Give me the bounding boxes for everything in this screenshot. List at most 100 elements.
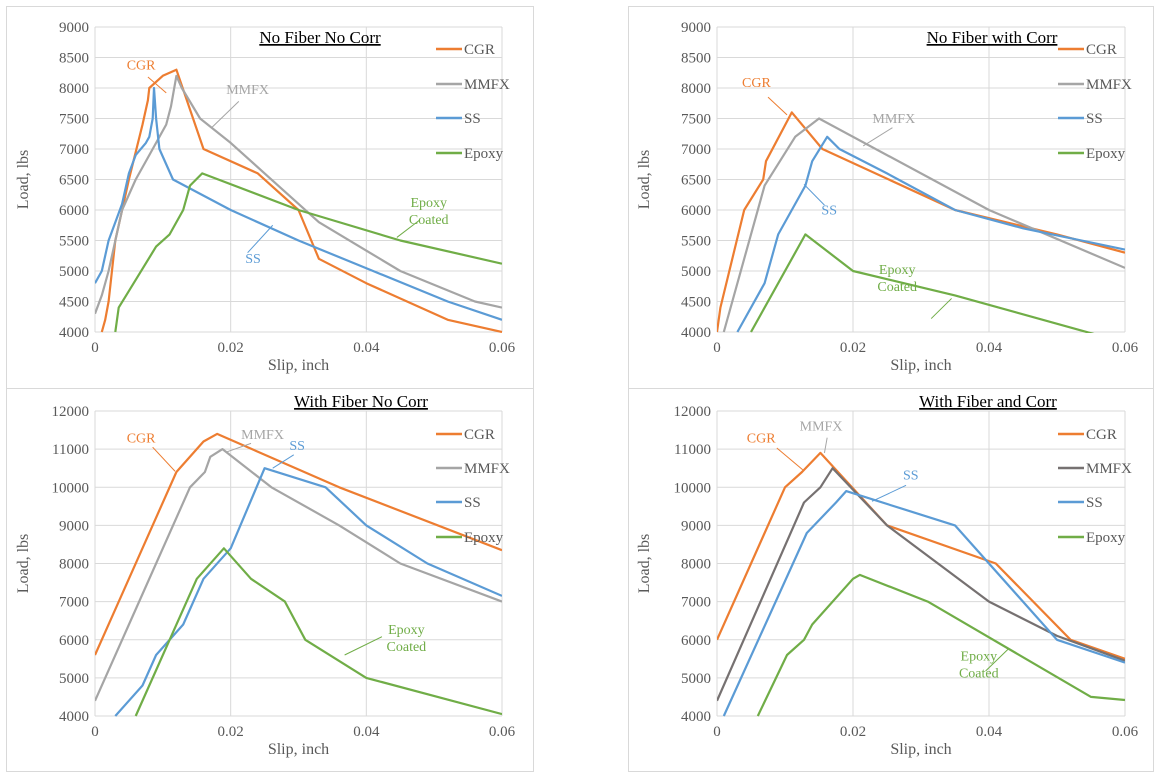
annotation-line: Epoxy [879, 263, 916, 278]
y-tick-label: 11000 [674, 442, 711, 458]
y-tick-label: 8000 [681, 81, 711, 97]
x-tick-label: 0.06 [489, 724, 516, 740]
annotation-line: Coated [387, 640, 427, 655]
x-tick-label: 0.04 [353, 340, 380, 356]
annotation-line: Coated [409, 213, 449, 228]
annotation-leader [985, 648, 1009, 672]
y-axis-label: Load, lbs [636, 534, 653, 594]
y-axis-label: Load, lbs [15, 150, 32, 210]
annotation-line: SS [903, 469, 919, 484]
annotation-leader [930, 298, 952, 319]
annotation-leader [862, 127, 893, 147]
annotation-leader [272, 454, 295, 469]
y-tick-label: 7500 [681, 112, 711, 128]
legend-label-cgr: CGR [1086, 427, 1117, 443]
annotation-cgr: CGR [742, 76, 771, 91]
series-line-cgr [100, 68, 502, 333]
y-axis-label: Load, lbs [636, 150, 653, 210]
y-tick-label: 11000 [52, 442, 89, 458]
x-axis-label: Slip, inch [268, 357, 329, 374]
series-group [95, 432, 502, 717]
x-axis-label: Slip, inch [890, 357, 951, 374]
x-tick-label: 0.02 [218, 724, 244, 740]
annotation-line: Coated [877, 280, 917, 295]
annotation-epoxy-coated: Epoxy Coated [409, 196, 449, 228]
legend-label-cgr: CGR [464, 42, 495, 58]
annotation-line: CGR [747, 431, 776, 446]
annotation-line: SS [245, 252, 261, 267]
annotation-leader [225, 442, 252, 453]
series-line-ss [114, 467, 502, 717]
y-tick-label: 4000 [681, 325, 711, 341]
legend-label-mmfx: MMFX [1086, 77, 1132, 93]
annotation-leader [147, 76, 167, 94]
y-tick-label: 9000 [59, 20, 89, 36]
y-tick-label: 4000 [59, 709, 89, 725]
annotation-line: CGR [742, 76, 771, 91]
legend-label-ss: SS [1086, 111, 1103, 127]
annotation-mmfx: MMFX [872, 112, 915, 127]
x-tick-label: 0.02 [840, 724, 866, 740]
y-tick-label: 8000 [59, 557, 89, 573]
x-tick-label: 0.04 [976, 340, 1003, 356]
y-tick-label: 5000 [681, 671, 711, 687]
y-tick-label: 7000 [59, 595, 89, 611]
series-line-mmfx [722, 117, 1125, 333]
series-line-cgr [717, 451, 1125, 660]
y-tick-label: 5000 [59, 264, 89, 280]
y-tick-label: 8000 [59, 81, 89, 97]
chart-panel-4: 4000 5000 6000 7000 8000 9000 10000 11000 12000 0… [636, 392, 1139, 758]
series-line-epoxy [134, 547, 502, 717]
y-tick-label: 7000 [681, 595, 711, 611]
x-tick-label: 0 [713, 340, 721, 356]
chart-title: With Fiber No Corr [294, 392, 428, 411]
series-line-epoxy [756, 573, 1125, 717]
y-tick-label: 5500 [59, 234, 89, 250]
legend-label-epoxy: Epoxy [1086, 530, 1126, 546]
y-tick-label: 5000 [681, 264, 711, 280]
y-tick-label: 7500 [59, 112, 89, 128]
annotation-leader [396, 219, 420, 238]
annotation-leader [823, 437, 828, 454]
annotation-mmfx: MMFX [800, 419, 843, 434]
x-tick-label: 0 [713, 724, 721, 740]
y-tick-label: 9000 [59, 518, 89, 534]
x-axis-label: Slip, inch [890, 741, 951, 758]
x-tick-label: 0 [91, 340, 99, 356]
x-tick-label: 0.06 [1112, 340, 1139, 356]
y-tick-label: 12000 [674, 404, 712, 420]
legend-label-cgr: CGR [1086, 42, 1117, 58]
y-tick-label: 9000 [681, 20, 711, 36]
annotation-leader [211, 101, 240, 129]
annotation-line: MMFX [800, 419, 843, 434]
annotation-leader [152, 446, 176, 472]
series-line-mmfx [95, 74, 502, 315]
x-tick-label: 0.04 [976, 724, 1003, 740]
y-tick-label: 8500 [59, 51, 89, 67]
legend-label-mmfx: MMFX [1086, 461, 1132, 477]
y-tick-label: 6500 [681, 173, 711, 189]
x-tick-label: 0.02 [218, 340, 244, 356]
y-tick-label: 12000 [52, 404, 90, 420]
y-tick-label: 6000 [59, 203, 89, 219]
chart-title: With Fiber and Corr [919, 392, 1057, 411]
x-axis-label: Slip, inch [268, 741, 329, 758]
y-tick-label: 6500 [59, 173, 89, 189]
annotation-line: SS [821, 203, 837, 218]
y-tick-label: 10000 [674, 480, 712, 496]
legend-label-mmfx: MMFX [464, 77, 510, 93]
series-line-mmfx [95, 448, 502, 702]
annotation-line: CGR [127, 59, 156, 74]
y-tick-label: 6000 [681, 633, 711, 649]
series-line-cgr [95, 432, 502, 656]
legend-label-epoxy: Epoxy [1086, 146, 1126, 162]
annotation-mmfx: MMFX [241, 428, 284, 443]
chart-panel-1: 4000 4500 5000 5500 6000 6500 7000 7500 8000 8500… [15, 20, 516, 374]
series-line-epoxy [750, 233, 1095, 333]
x-tick-label: 0.04 [353, 724, 380, 740]
annotation-line: CGR [127, 431, 156, 446]
y-tick-label: 7000 [681, 142, 711, 158]
annotation-leader [344, 636, 383, 656]
annotation-leader [776, 447, 804, 471]
